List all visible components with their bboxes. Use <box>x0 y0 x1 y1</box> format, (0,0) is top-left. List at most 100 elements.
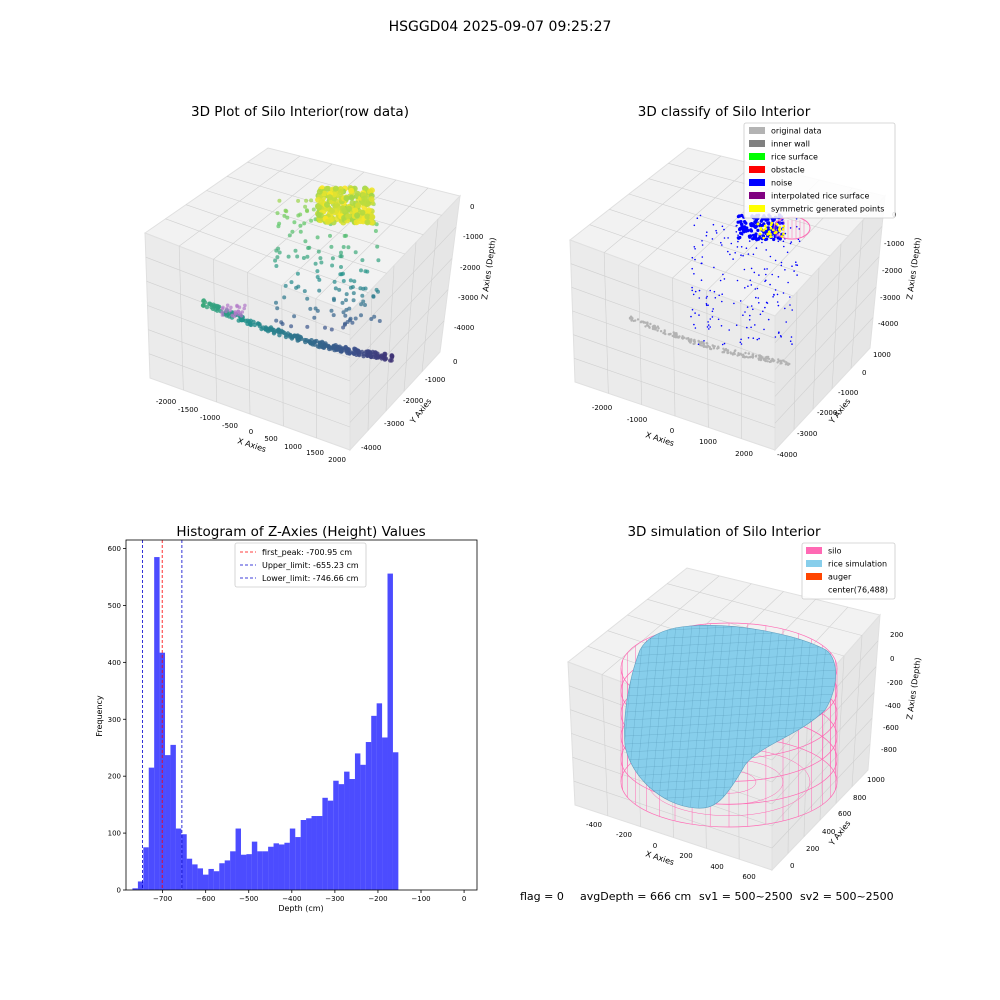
scatter-point <box>348 278 353 283</box>
x-tick-label: −700 <box>153 895 172 903</box>
scatter-point <box>287 233 292 238</box>
scatter-point <box>309 338 314 343</box>
histogram-bar <box>181 834 187 890</box>
noise-point <box>795 264 797 266</box>
scatter-point <box>354 190 361 197</box>
y-tick-label: 100 <box>108 830 121 838</box>
y-tick-label: 200 <box>108 773 121 781</box>
noise-point <box>691 289 693 292</box>
noise-point <box>715 229 717 232</box>
scatter-point <box>363 269 368 274</box>
p2-ytick: -4000 <box>777 451 797 459</box>
panel1-xlabel: X Axies <box>236 436 267 454</box>
p1-ytick: -3000 <box>384 420 404 428</box>
y-tick-label: 400 <box>108 659 121 667</box>
p4-ytick: 0 <box>790 862 794 870</box>
histogram-bar <box>186 858 193 890</box>
legend-label: Lower_limit: -746.66 cm <box>262 574 359 583</box>
scatter-point <box>363 303 367 307</box>
sym-point <box>769 232 772 236</box>
panel1-zlabel: Z Axies (Depth) <box>480 237 498 300</box>
histogram-bar <box>143 847 149 890</box>
histogram-bar <box>192 864 198 890</box>
panel1-y-ticks: 0 -1000 -2000 -3000 -4000 <box>361 358 457 452</box>
scatter-point <box>372 350 378 355</box>
sym-point <box>762 229 765 232</box>
histogram-bar <box>349 779 355 890</box>
scatter-point <box>260 325 266 330</box>
scatter-point <box>777 358 780 361</box>
sym-point <box>767 230 771 234</box>
noise-point <box>789 304 791 306</box>
histogram-bar <box>392 752 399 890</box>
scatter-point <box>328 233 332 238</box>
noise-point <box>740 225 745 229</box>
noise-point <box>735 324 738 327</box>
histogram-bar <box>268 846 274 890</box>
scatter-point <box>337 189 344 196</box>
scatter-point <box>740 353 743 356</box>
p4-xtick: 600 <box>742 873 755 881</box>
legend-swatch <box>806 560 822 567</box>
scatter-point <box>327 345 332 350</box>
noise-point <box>720 325 723 327</box>
scatter-point <box>339 265 343 269</box>
sym-point <box>764 227 768 231</box>
noise-point <box>761 241 763 244</box>
scatter-point <box>350 320 355 325</box>
legend-label: center(76,488) <box>828 586 888 595</box>
mesh-line <box>624 717 836 729</box>
scatter-point <box>716 347 719 350</box>
scatter-point <box>233 311 238 316</box>
scatter-point <box>337 287 342 292</box>
scatter-point <box>324 218 331 225</box>
scatter-point <box>628 317 632 320</box>
p1-xtick: -2000 <box>156 398 176 406</box>
scatter-point <box>315 269 320 274</box>
scatter-point <box>318 256 323 261</box>
sym-point <box>773 231 777 235</box>
noise-point <box>774 336 777 338</box>
panel1-scatter <box>200 185 395 363</box>
scatter-point <box>358 286 363 291</box>
histogram-bar <box>338 784 345 890</box>
noise-point <box>756 338 759 341</box>
noise-point <box>700 279 703 282</box>
noise-point <box>745 247 748 249</box>
noise-point <box>701 244 704 246</box>
grid-line <box>774 286 877 397</box>
noise-point <box>723 342 726 345</box>
scatter-point <box>329 327 334 332</box>
panel3-legend: first_peak: -700.95 cm Upper_limit: -655.… <box>234 542 367 588</box>
scatter-point <box>303 239 308 244</box>
scatter-point <box>372 314 377 319</box>
noise-point <box>763 328 765 331</box>
grid-line <box>367 288 373 431</box>
histogram-bar <box>262 851 269 890</box>
noise-point <box>709 318 712 320</box>
scatter-point <box>359 313 363 318</box>
noise-point <box>772 296 774 298</box>
noise-point <box>754 218 759 222</box>
scatter-point <box>376 258 381 263</box>
noise-point <box>713 266 715 269</box>
noise-point <box>707 304 709 307</box>
scatter-point <box>201 302 206 308</box>
scatter-point <box>229 305 233 310</box>
scatter-point <box>663 329 666 332</box>
scatter-point <box>313 261 318 266</box>
legend-label: obstacle <box>771 166 805 175</box>
scatter-point <box>683 336 686 339</box>
noise-point <box>772 237 776 242</box>
scatter-point <box>375 353 380 358</box>
scatter-point <box>293 248 298 253</box>
noise-point <box>723 278 726 280</box>
scatter-point <box>235 303 239 308</box>
p4-xtick: -200 <box>616 831 632 839</box>
p2-xtick: -1000 <box>627 416 647 424</box>
p2-ztick: -1000 <box>884 240 904 248</box>
noise-point <box>754 324 756 326</box>
panel4-title: 3D simulation of Silo Interior <box>627 524 821 540</box>
scatter-point <box>295 334 301 340</box>
